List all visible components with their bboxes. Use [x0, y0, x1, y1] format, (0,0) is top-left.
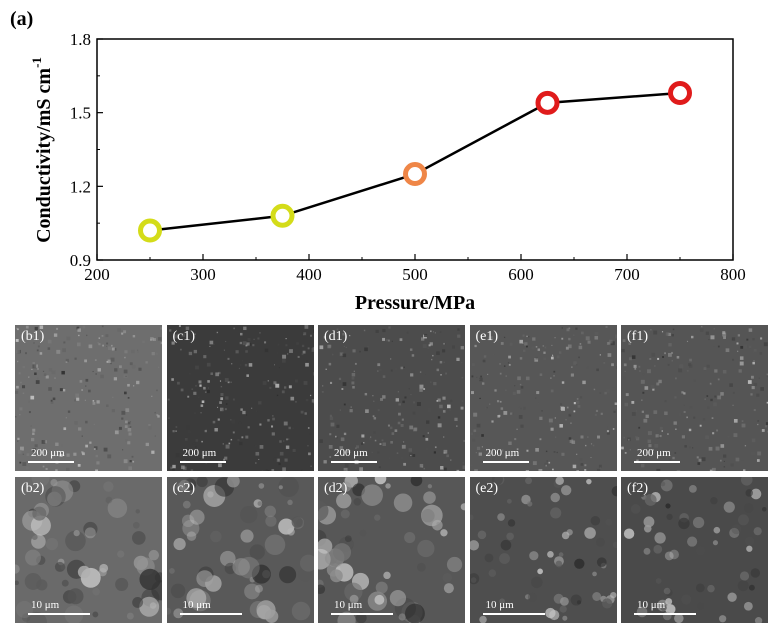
- scale-bar-label: 200 μm: [637, 447, 671, 459]
- scale-bar: [179, 461, 226, 463]
- data-point: [535, 90, 560, 115]
- micrograph-label: (d1): [324, 329, 348, 344]
- micrograph-label: (c1): [172, 329, 196, 344]
- micrograph-label: (e2): [475, 481, 499, 496]
- scale-bar: [28, 613, 90, 615]
- y-tick-label: 1.2: [70, 177, 91, 196]
- x-tick-label: 800: [720, 265, 746, 284]
- data-point: [138, 218, 162, 243]
- scale-bar-label: 10 μm: [31, 599, 60, 611]
- sem-micrograph: (e2) 10 μm: [469, 477, 617, 623]
- micrograph-label: (c2): [172, 481, 196, 496]
- micrograph-texture: [469, 477, 617, 623]
- scale-bar: [331, 613, 393, 615]
- sem-micrograph: (e1) 200 μm: [469, 325, 617, 471]
- x-tick-label: 600: [508, 265, 534, 284]
- scale-bar-label: 200 μm: [31, 447, 65, 459]
- sem-micrograph: (d2) 10 μm: [318, 477, 465, 623]
- sem-micrograph: (b1) 200 μm: [15, 325, 162, 471]
- axes: 200 300 400 500 600 700 800 0.9 1.2 1.5 1.8: [70, 30, 746, 284]
- y-axis-label-superscript: -1: [29, 57, 44, 68]
- micrograph-label: (f2): [627, 481, 648, 496]
- sem-micrograph: (f2) 10 μm: [621, 477, 768, 623]
- sem-micrograph: (b2) 10 μm: [15, 477, 162, 623]
- micrograph-texture: [166, 477, 314, 623]
- micrograph-texture: [318, 477, 465, 623]
- micrograph-label: (e1): [475, 329, 499, 344]
- series-line: [138, 81, 692, 243]
- micrograph-label: (b2): [21, 481, 45, 496]
- sem-micrograph-grid: (b1) 200 μm (c1) 200 μm (d1) 200 μm (e1) 200 μm…: [15, 325, 768, 623]
- scale-bar: [28, 461, 74, 463]
- micrograph-texture: [15, 477, 162, 623]
- data-point: [403, 162, 427, 187]
- sem-micrograph: (f1) 200 μm: [621, 325, 768, 471]
- x-tick-label: 200: [84, 265, 110, 284]
- scale-bar-label: 200 μm: [334, 447, 368, 459]
- scale-bar: [331, 461, 377, 463]
- micrograph-label: (b1): [21, 329, 45, 344]
- micrograph-texture: [621, 477, 768, 623]
- micrograph-texture: [15, 325, 162, 471]
- scale-bar-label: 200 μm: [485, 447, 520, 459]
- scale-bar-label: 10 μm: [182, 599, 211, 611]
- scale-bar: [482, 461, 529, 463]
- svg-text:Conductivity/mS cm-1: Conductivity/mS cm-1: [29, 57, 55, 243]
- x-axis-label: Pressure/MPa: [355, 292, 475, 314]
- x-tick-label: 400: [296, 265, 322, 284]
- micrograph-texture: [621, 325, 768, 471]
- scale-bar-label: 10 μm: [334, 599, 363, 611]
- sem-micrograph: (c1) 200 μm: [166, 325, 314, 471]
- micrograph-label: (f1): [627, 329, 648, 344]
- micrograph-texture: [318, 325, 465, 471]
- micrograph-texture: [469, 325, 617, 471]
- scale-bar-label: 10 μm: [637, 599, 666, 611]
- scale-bar: [634, 613, 696, 615]
- scale-bar-label: 10 μm: [485, 599, 514, 611]
- scale-bar: [634, 461, 680, 463]
- y-axis-label: Conductivity/mS cm: [33, 68, 55, 243]
- data-point: [668, 81, 692, 106]
- y-tick-label: 0.9: [70, 251, 91, 270]
- panel-label-a: (a): [10, 8, 33, 30]
- conductivity-chart: (a) 200 300 400 500 600 700 800 0.9 1.2 1.5 1.8 Pr…: [10, 8, 746, 314]
- micrograph-texture: [166, 325, 314, 471]
- data-line: [149, 91, 681, 232]
- x-tick-label: 700: [614, 265, 640, 284]
- scale-bar: [482, 613, 545, 615]
- x-tick-label: 500: [402, 265, 428, 284]
- sem-micrograph: (c2) 10 μm: [166, 477, 314, 623]
- y-tick-label: 1.8: [70, 30, 91, 49]
- y-tick-label: 1.5: [70, 104, 91, 123]
- y-axis-label-group: Conductivity/mS cm-1: [29, 57, 55, 243]
- scale-bar: [179, 613, 242, 615]
- scale-bar-label: 200 μm: [182, 447, 217, 459]
- data-point: [270, 203, 295, 228]
- x-tick-label: 300: [190, 265, 216, 284]
- micrograph-label: (d2): [324, 481, 348, 496]
- sem-micrograph: (d1) 200 μm: [318, 325, 465, 471]
